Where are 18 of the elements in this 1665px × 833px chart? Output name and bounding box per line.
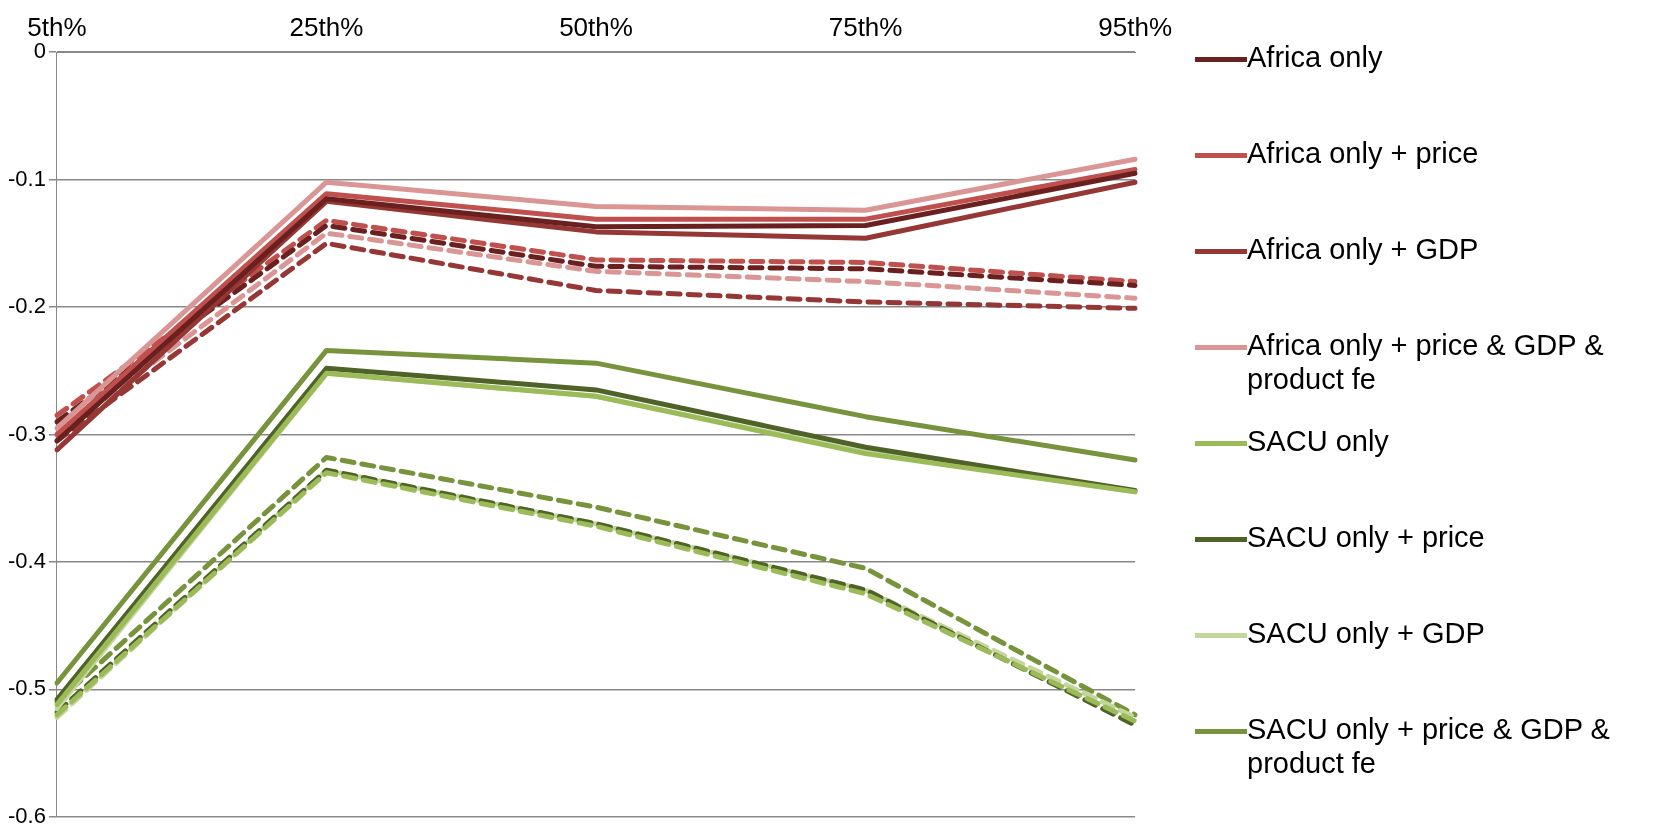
y-tick-label: -0.5 (7, 675, 46, 701)
x-tick-label: 75th% (828, 11, 903, 42)
legend-label: SACU only (1247, 424, 1389, 458)
y-tick-label: -0.3 (7, 420, 46, 446)
y-tick-label: -0.1 (7, 165, 46, 191)
x-tick-label: 95th% (1098, 11, 1173, 42)
legend-label: Africa only + price (1247, 136, 1479, 170)
y-tick-label: -0.4 (7, 548, 46, 573)
legend-label: Africa only + price & GDP & product fe (1247, 328, 1605, 396)
legend-label: SACU only + price & GDP & product fe (1247, 712, 1611, 780)
legend-label: SACU only + GDP (1247, 616, 1485, 650)
y-tick-label: -0.6 (7, 802, 46, 828)
y-tick-label: -0.2 (7, 293, 46, 319)
legend-label: Africa only (1247, 40, 1383, 74)
x-tick-label: 50th% (559, 11, 633, 42)
legend-label: SACU only + price (1247, 520, 1485, 554)
legend-label: Africa only + GDP (1247, 232, 1479, 266)
x-tick-label: 25th% (289, 11, 364, 42)
